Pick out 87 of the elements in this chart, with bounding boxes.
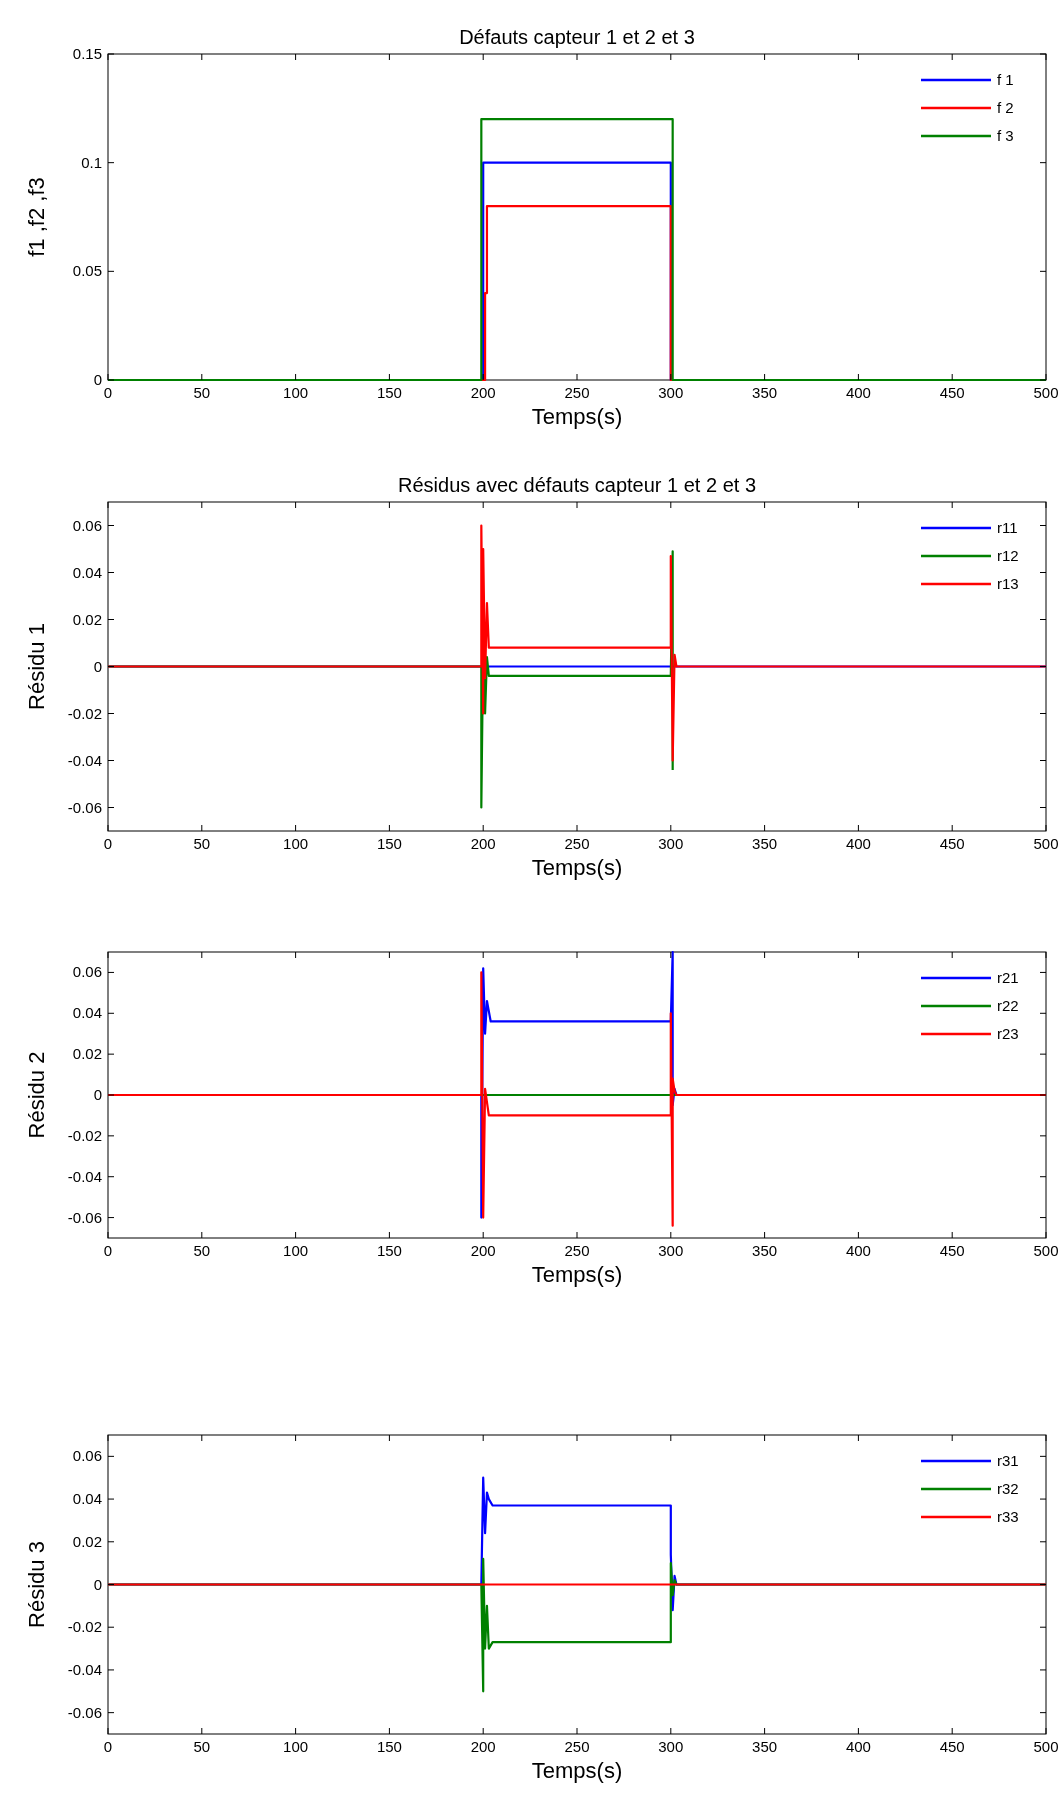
x-tick-label: 250 bbox=[564, 384, 590, 401]
chart-title: Défauts capteur 1 et 2 et 3 bbox=[459, 26, 695, 48]
x-tick-label: 500 bbox=[1033, 835, 1059, 852]
x-tick-label: 100 bbox=[283, 835, 309, 852]
y-tick-label: -0.02 bbox=[67, 1126, 102, 1144]
y-tick-label: 0 bbox=[93, 657, 102, 675]
y-tick-label: 0.06 bbox=[72, 963, 102, 981]
x-tick-label: 350 bbox=[752, 1738, 778, 1755]
x-tick-label: 50 bbox=[193, 1738, 211, 1755]
legend-label: r21 bbox=[997, 969, 1019, 986]
x-tick-label: 150 bbox=[376, 1242, 402, 1259]
y-tick-label: 0.04 bbox=[72, 1490, 102, 1508]
x-tick-label: 250 bbox=[564, 1242, 590, 1259]
x-tick-label: 500 bbox=[1033, 384, 1059, 401]
y-tick-label: 0.04 bbox=[72, 1004, 102, 1022]
y-axis-title: Résidu 1 bbox=[24, 623, 49, 710]
x-tick-label: 500 bbox=[1033, 1738, 1059, 1755]
x-tick-label: 400 bbox=[845, 1738, 871, 1755]
y-tick-label: 0 bbox=[93, 371, 102, 388]
y-tick-label: -0.06 bbox=[67, 1208, 102, 1226]
x-tick-label: 200 bbox=[470, 384, 496, 401]
legend-label: r13 bbox=[997, 575, 1019, 592]
y-tick-label: 0.05 bbox=[72, 262, 102, 280]
legend-label: f 2 bbox=[997, 99, 1014, 116]
x-tick-label: 300 bbox=[658, 1242, 684, 1259]
y-tick-label: -0.06 bbox=[67, 798, 102, 816]
x-tick-label: 450 bbox=[939, 1242, 965, 1259]
x-tick-label: 150 bbox=[376, 384, 402, 401]
x-tick-label: 100 bbox=[283, 384, 309, 401]
y-tick-label: -0.04 bbox=[67, 751, 102, 769]
y-tick-label: 0.02 bbox=[72, 1045, 102, 1063]
x-axis-title: Temps(s) bbox=[531, 404, 623, 429]
y-tick-label: 0.06 bbox=[72, 516, 102, 534]
y-axis-title: Résidu 2 bbox=[24, 1051, 49, 1139]
legend-label: f 1 bbox=[997, 71, 1014, 88]
y-tick-label: 0.02 bbox=[72, 610, 102, 628]
y-tick-label: 0.06 bbox=[72, 1447, 102, 1465]
x-tick-label: 150 bbox=[376, 1738, 402, 1755]
legend-label: r22 bbox=[997, 997, 1019, 1014]
x-tick-label: 200 bbox=[470, 1738, 496, 1755]
y-tick-label: 0.1 bbox=[81, 153, 102, 171]
legend-label: f 3 bbox=[997, 127, 1014, 144]
y-tick-label: -0.02 bbox=[67, 704, 102, 722]
y-tick-label: -0.02 bbox=[67, 1618, 102, 1636]
x-tick-label: 450 bbox=[939, 384, 965, 401]
y-tick-label: 0 bbox=[93, 1086, 102, 1103]
x-tick-label: 250 bbox=[564, 1738, 590, 1755]
x-tick-label: 250 bbox=[564, 835, 590, 852]
y-axis-title: Résidu 3 bbox=[24, 1541, 49, 1628]
y-tick-label: 0 bbox=[93, 1575, 102, 1593]
y-axis-title: f1 ,f2 ,f3 bbox=[24, 177, 49, 257]
x-tick-label: 450 bbox=[939, 835, 965, 852]
x-tick-label: 400 bbox=[845, 384, 871, 401]
x-tick-label: 300 bbox=[658, 1738, 684, 1755]
x-tick-label: 350 bbox=[752, 835, 778, 852]
legend-label: r33 bbox=[997, 1508, 1019, 1525]
x-tick-label: 300 bbox=[658, 384, 684, 401]
x-tick-label: 500 bbox=[1033, 1242, 1059, 1259]
legend-label: r11 bbox=[997, 519, 1018, 536]
y-tick-label: -0.06 bbox=[67, 1703, 102, 1721]
chart-title: Résidus avec défauts capteur 1 et 2 et 3 bbox=[398, 474, 756, 496]
x-tick-label: 350 bbox=[752, 1242, 778, 1259]
legend-label: r32 bbox=[997, 1480, 1019, 1497]
y-tick-label: 0.15 bbox=[72, 45, 102, 62]
legend-label: r31 bbox=[997, 1452, 1019, 1469]
x-axis-title: Temps(s) bbox=[531, 1262, 623, 1287]
x-tick-label: 100 bbox=[283, 1242, 309, 1259]
y-tick-label: -0.04 bbox=[67, 1167, 102, 1185]
x-tick-label: 50 bbox=[193, 1242, 211, 1259]
x-tick-label: 150 bbox=[376, 835, 402, 852]
x-tick-label: 300 bbox=[658, 835, 684, 852]
x-tick-label: 50 bbox=[193, 384, 211, 401]
x-tick-label: 400 bbox=[845, 1242, 871, 1259]
legend-label: r12 bbox=[997, 547, 1019, 564]
y-tick-label: 0.04 bbox=[72, 563, 102, 581]
x-tick-label: 50 bbox=[193, 835, 211, 852]
x-tick-label: 350 bbox=[752, 384, 778, 401]
x-tick-label: 200 bbox=[470, 835, 496, 852]
y-tick-label: 0.02 bbox=[72, 1532, 102, 1550]
x-tick-label: 450 bbox=[939, 1738, 965, 1755]
x-tick-label: 100 bbox=[283, 1738, 309, 1755]
y-tick-label: -0.04 bbox=[67, 1660, 102, 1678]
legend-label: r23 bbox=[997, 1025, 1019, 1042]
x-axis-title: Temps(s) bbox=[531, 855, 623, 880]
x-tick-label: 400 bbox=[845, 835, 871, 852]
x-tick-label: 200 bbox=[470, 1242, 496, 1259]
x-axis-title: Temps(s) bbox=[531, 1758, 623, 1783]
